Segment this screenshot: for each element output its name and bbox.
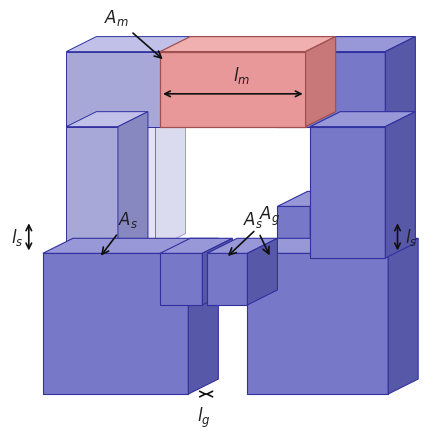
Text: $A_s$: $A_s$	[242, 210, 268, 254]
Polygon shape	[310, 191, 340, 258]
Polygon shape	[160, 253, 202, 305]
Polygon shape	[310, 127, 384, 258]
Polygon shape	[384, 112, 415, 258]
Polygon shape	[247, 238, 277, 305]
Polygon shape	[305, 36, 335, 127]
Polygon shape	[387, 238, 417, 394]
Text: $l_m$: $l_m$	[233, 65, 250, 86]
Text: $l_g$: $l_g$	[197, 405, 211, 429]
Text: $A_s$: $A_s$	[102, 210, 138, 254]
Polygon shape	[202, 238, 232, 305]
Polygon shape	[160, 238, 232, 253]
Polygon shape	[206, 238, 277, 253]
Polygon shape	[160, 51, 305, 127]
Polygon shape	[277, 51, 384, 127]
Polygon shape	[247, 238, 417, 253]
Polygon shape	[118, 127, 155, 249]
Polygon shape	[384, 36, 415, 127]
Polygon shape	[310, 112, 415, 127]
Polygon shape	[155, 112, 185, 249]
Polygon shape	[188, 36, 218, 127]
Polygon shape	[188, 238, 218, 394]
Polygon shape	[43, 238, 218, 253]
Polygon shape	[277, 206, 310, 258]
Polygon shape	[66, 127, 118, 258]
Polygon shape	[206, 253, 247, 305]
Polygon shape	[277, 191, 340, 206]
Polygon shape	[118, 112, 147, 258]
Text: $A_g$: $A_g$	[229, 205, 279, 255]
Polygon shape	[66, 112, 147, 127]
Text: $A_m$: $A_m$	[104, 9, 161, 58]
Text: $l_s$: $l_s$	[11, 227, 24, 248]
Polygon shape	[118, 112, 185, 127]
Text: $l_s$: $l_s$	[405, 227, 417, 248]
Polygon shape	[277, 36, 415, 51]
Polygon shape	[43, 253, 188, 394]
Polygon shape	[160, 36, 335, 51]
Polygon shape	[66, 36, 218, 51]
Polygon shape	[66, 51, 188, 127]
Polygon shape	[247, 253, 387, 394]
